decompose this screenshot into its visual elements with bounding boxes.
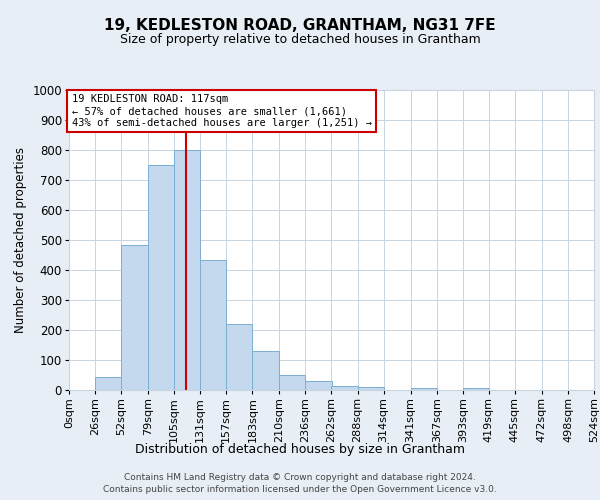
Bar: [95, 376, 121, 390]
Text: Distribution of detached houses by size in Grantham: Distribution of detached houses by size …: [135, 442, 465, 456]
Text: Contains HM Land Registry data © Crown copyright and database right 2024.: Contains HM Land Registry data © Crown c…: [124, 472, 476, 482]
Bar: [358, 387, 383, 390]
Bar: [331, 386, 358, 390]
Bar: [148, 165, 174, 390]
Bar: [200, 260, 226, 390]
Bar: [121, 244, 148, 390]
Bar: [280, 375, 305, 390]
Text: 19, KEDLESTON ROAD, GRANTHAM, NG31 7FE: 19, KEDLESTON ROAD, GRANTHAM, NG31 7FE: [104, 18, 496, 32]
Bar: [463, 388, 489, 390]
Y-axis label: Number of detached properties: Number of detached properties: [14, 147, 27, 333]
Bar: [305, 381, 331, 390]
Bar: [174, 150, 200, 390]
Text: 19 KEDLESTON ROAD: 117sqm
← 57% of detached houses are smaller (1,661)
43% of se: 19 KEDLESTON ROAD: 117sqm ← 57% of detac…: [71, 94, 371, 128]
Bar: [253, 351, 280, 390]
Bar: [410, 388, 437, 390]
Text: Contains public sector information licensed under the Open Government Licence v3: Contains public sector information licen…: [103, 485, 497, 494]
Bar: [226, 324, 253, 390]
Text: Size of property relative to detached houses in Grantham: Size of property relative to detached ho…: [119, 32, 481, 46]
